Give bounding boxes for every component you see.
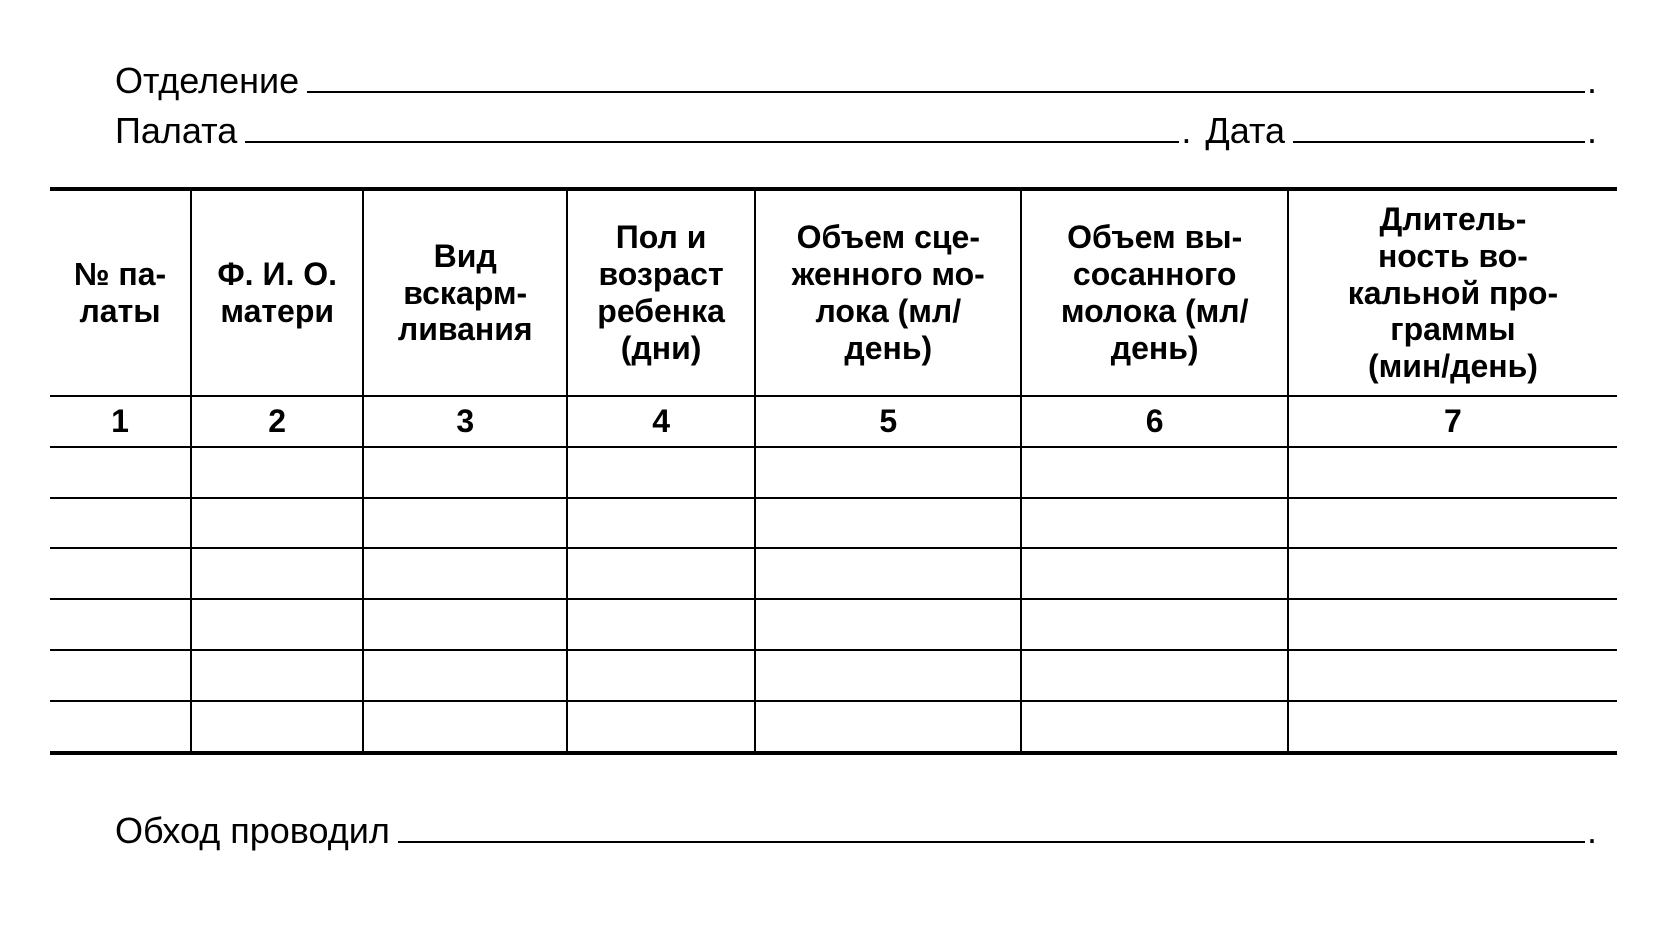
table-row bbox=[50, 701, 1617, 753]
table-number-row: 1234567 bbox=[50, 396, 1617, 447]
table-cell[interactable] bbox=[567, 498, 755, 549]
date-label: Дата bbox=[1191, 110, 1293, 152]
date-input-line[interactable] bbox=[1293, 111, 1585, 143]
table-column-number: 4 bbox=[567, 396, 755, 447]
table-cell[interactable] bbox=[191, 650, 363, 701]
table-cell[interactable] bbox=[755, 650, 1021, 701]
table-row bbox=[50, 650, 1617, 701]
table-row bbox=[50, 599, 1617, 650]
form-header: Отделение . Палата . Дата . bbox=[50, 60, 1617, 152]
table-row bbox=[50, 548, 1617, 599]
table-cell[interactable] bbox=[567, 701, 755, 753]
table-cell[interactable] bbox=[567, 599, 755, 650]
table-cell[interactable] bbox=[191, 599, 363, 650]
table-cell[interactable] bbox=[363, 498, 567, 549]
table-column-header: Пол ивозрастребенка(дни) bbox=[567, 189, 755, 396]
table-cell[interactable] bbox=[50, 701, 191, 753]
table-cell[interactable] bbox=[1288, 498, 1617, 549]
table-cell[interactable] bbox=[50, 548, 191, 599]
table-cell[interactable] bbox=[1021, 599, 1287, 650]
table-cell[interactable] bbox=[1288, 548, 1617, 599]
table-cell[interactable] bbox=[1021, 498, 1287, 549]
table-header-row: № па-латыФ. И. О.материВидвскарм-ливания… bbox=[50, 189, 1617, 396]
table-cell[interactable] bbox=[755, 701, 1021, 753]
form-page: Отделение . Палата . Дата . № па-латыФ. … bbox=[0, 0, 1667, 892]
table-cell[interactable] bbox=[1288, 701, 1617, 753]
table-cell[interactable] bbox=[363, 548, 567, 599]
table-cell[interactable] bbox=[567, 650, 755, 701]
period-mark: . bbox=[1585, 110, 1597, 152]
table-cell[interactable] bbox=[363, 701, 567, 753]
conducted-by-input-line[interactable] bbox=[398, 811, 1585, 843]
table-cell[interactable] bbox=[363, 599, 567, 650]
table-row bbox=[50, 447, 1617, 498]
table-cell[interactable] bbox=[755, 548, 1021, 599]
period-mark: . bbox=[1585, 810, 1597, 852]
table-cell[interactable] bbox=[755, 447, 1021, 498]
table-cell[interactable] bbox=[50, 599, 191, 650]
table-cell[interactable] bbox=[50, 498, 191, 549]
period-mark: . bbox=[1585, 60, 1597, 102]
table-cell[interactable] bbox=[1021, 548, 1287, 599]
table-column-number: 1 bbox=[50, 396, 191, 447]
table-column-header: № па-латы bbox=[50, 189, 191, 396]
table-cell[interactable] bbox=[567, 548, 755, 599]
table-cell[interactable] bbox=[1288, 650, 1617, 701]
ward-label: Палата bbox=[115, 110, 245, 152]
table-cell[interactable] bbox=[363, 447, 567, 498]
table-cell[interactable] bbox=[363, 650, 567, 701]
period-mark: . bbox=[1179, 110, 1191, 152]
table-cell[interactable] bbox=[567, 447, 755, 498]
table-column-header: Ф. И. О.матери bbox=[191, 189, 363, 396]
ward-date-line: Палата . Дата . bbox=[115, 110, 1597, 152]
department-label: Отделение bbox=[115, 60, 307, 102]
table-column-header: Объем сце-женного мо-лока (мл/день) bbox=[755, 189, 1021, 396]
table-column-number: 2 bbox=[191, 396, 363, 447]
table-cell[interactable] bbox=[191, 498, 363, 549]
table-cell[interactable] bbox=[1021, 701, 1287, 753]
table-column-number: 6 bbox=[1021, 396, 1287, 447]
conducted-by-label: Обход проводил bbox=[115, 810, 398, 852]
table-cell[interactable] bbox=[755, 498, 1021, 549]
department-input-line[interactable] bbox=[307, 61, 1585, 93]
ward-input-line[interactable] bbox=[245, 111, 1179, 143]
table-cell[interactable] bbox=[1288, 447, 1617, 498]
table-column-number: 5 bbox=[755, 396, 1021, 447]
table-cell[interactable] bbox=[50, 650, 191, 701]
feeding-record-table: № па-латыФ. И. О.материВидвскарм-ливания… bbox=[50, 187, 1617, 755]
table-column-number: 7 bbox=[1288, 396, 1617, 447]
table-cell[interactable] bbox=[50, 447, 191, 498]
table-cell[interactable] bbox=[1288, 599, 1617, 650]
department-line: Отделение . bbox=[115, 60, 1597, 102]
table-cell[interactable] bbox=[191, 548, 363, 599]
table-cell[interactable] bbox=[191, 447, 363, 498]
table-row bbox=[50, 498, 1617, 549]
table-cell[interactable] bbox=[755, 599, 1021, 650]
table-column-header: Длитель-ность во-кальной про-граммы(мин/… bbox=[1288, 189, 1617, 396]
table-column-header: Видвскарм-ливания bbox=[363, 189, 567, 396]
table-cell[interactable] bbox=[191, 701, 363, 753]
table-column-header: Объем вы-сосанногомолока (мл/день) bbox=[1021, 189, 1287, 396]
table-cell[interactable] bbox=[1021, 650, 1287, 701]
table-column-number: 3 bbox=[363, 396, 567, 447]
table-cell[interactable] bbox=[1021, 447, 1287, 498]
conducted-by-line: Обход проводил . bbox=[50, 810, 1617, 852]
